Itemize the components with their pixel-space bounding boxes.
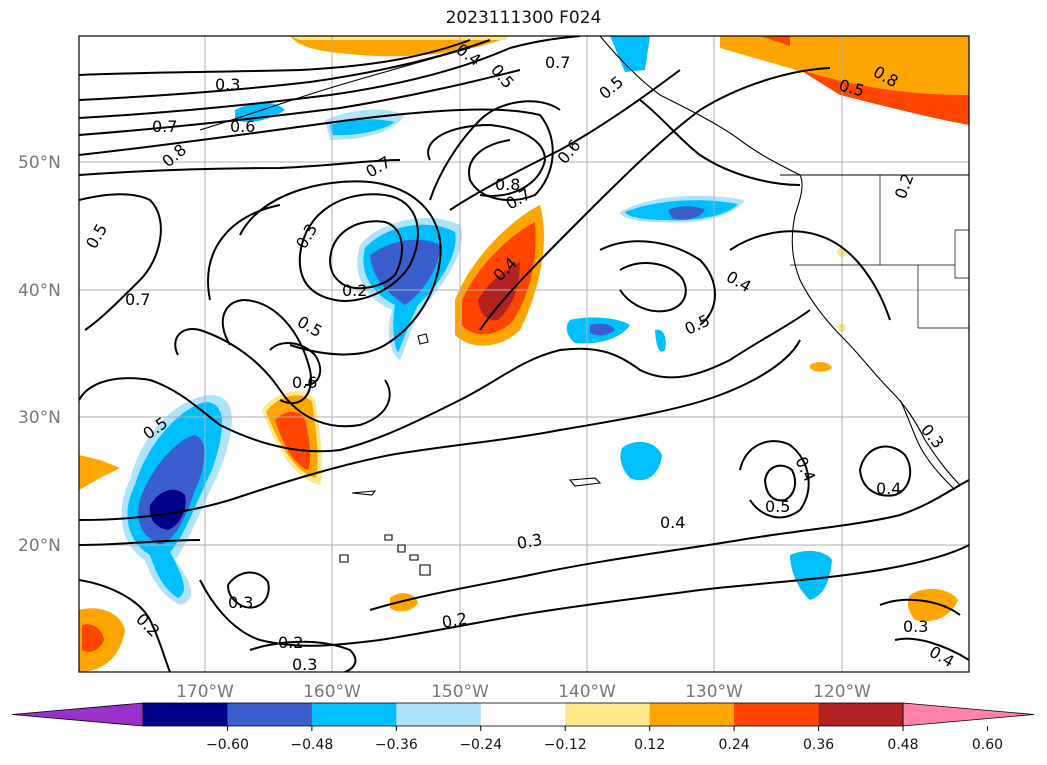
lat-label: 20°N	[18, 536, 61, 556]
colorbar-tick-label: −0.36	[375, 737, 418, 753]
colorbar-segment	[734, 703, 820, 726]
contour-label: 0.7	[545, 53, 570, 72]
contour-label: 0.2	[440, 609, 468, 632]
contour-label: 0.6	[230, 117, 255, 136]
contour-lines	[79, 36, 969, 672]
contour-label: 0.4	[660, 513, 685, 532]
colorbar-tick-label: 0.48	[887, 737, 918, 753]
lon-label: 140°W	[558, 682, 616, 702]
contour-label: 0.6	[292, 373, 317, 392]
lon-label: 130°W	[685, 682, 743, 702]
contour-label: 0.2	[342, 281, 367, 300]
colorbar-tick-label: −0.48	[290, 737, 333, 753]
contour-label: 0.7	[125, 290, 150, 309]
lon-label: 160°W	[303, 682, 361, 702]
colorbar-tick-label: −0.60	[206, 737, 249, 753]
lat-label: 50°N	[18, 153, 61, 173]
colorbar-segment	[565, 703, 651, 726]
coastlines	[199, 36, 969, 576]
colorbar-tick-label: 0.24	[719, 737, 750, 753]
colorbar-segment	[480, 703, 566, 726]
contour-label: 0.3	[228, 593, 253, 612]
colorbar-segment	[649, 703, 735, 726]
longitude-labels: 170°W 160°W 150°W 140°W 130°W 120°W	[176, 682, 871, 702]
contour-label: 0.8	[495, 175, 520, 194]
colorbar-segment	[818, 703, 904, 726]
lat-label: 40°N	[18, 281, 61, 301]
contour-label: 0.7	[152, 117, 177, 136]
graticule	[79, 36, 969, 672]
colorbar-tick-label: 0.60	[972, 737, 1003, 753]
colorbar-segment	[227, 703, 313, 726]
colorbar-extend-min	[11, 702, 144, 727]
contour-label: 0.3	[215, 75, 240, 94]
colorbar-tick-label: 0.12	[634, 737, 665, 753]
contour-label: 0.4	[876, 479, 901, 498]
lon-label: 170°W	[176, 682, 234, 702]
contour-label: 0.2	[278, 633, 303, 652]
colorbar-tick-label: −0.12	[544, 737, 587, 753]
map-area: 0.3 0.7 0.6 0.8 0.7 0.7 0.4 0.5 0.5 0.6 …	[79, 36, 969, 674]
colorbar-segment	[143, 703, 228, 726]
contour-label: 0.3	[903, 617, 928, 636]
colorbar-frame	[142, 702, 904, 727]
colorbar-segment	[311, 703, 397, 726]
lat-label: 30°N	[18, 408, 61, 428]
contour-label: 0.5	[765, 497, 790, 516]
map-title: 2023111300 F024	[445, 8, 602, 28]
colorbar-tick-label: 0.36	[803, 737, 834, 753]
colorbar-extend-max	[902, 702, 1035, 727]
colorbar	[11, 702, 1035, 727]
latitude-labels: 50°N 40°N 30°N 20°N	[18, 153, 61, 556]
contour-label: 0.3	[292, 655, 317, 674]
lon-label: 150°W	[431, 682, 489, 702]
map-frame	[78, 35, 970, 673]
colorbar-segment	[396, 703, 482, 726]
colorbar-tick-labels: −0.60 −0.48 −0.36 −0.24 −0.12 0.12 0.24 0.36 0.4…	[206, 726, 1003, 753]
lon-label: 120°W	[813, 682, 871, 702]
contour-label: 0.3	[515, 530, 543, 553]
colorbar-tick-label: −0.24	[459, 737, 502, 753]
